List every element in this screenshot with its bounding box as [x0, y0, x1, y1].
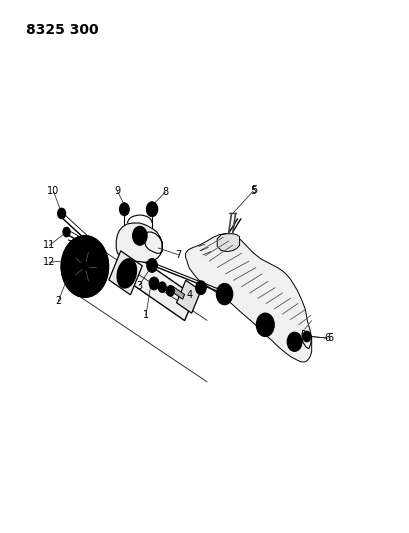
- Circle shape: [61, 236, 108, 297]
- Circle shape: [73, 252, 96, 281]
- Circle shape: [135, 230, 144, 241]
- Circle shape: [198, 284, 203, 292]
- Text: 12: 12: [43, 257, 56, 267]
- Text: 6: 6: [326, 333, 333, 343]
- Polygon shape: [121, 253, 194, 321]
- Polygon shape: [109, 251, 142, 295]
- Circle shape: [57, 208, 65, 219]
- Circle shape: [303, 333, 308, 340]
- Text: 9: 9: [114, 186, 120, 196]
- Circle shape: [63, 227, 70, 237]
- Polygon shape: [185, 233, 311, 362]
- Circle shape: [256, 313, 274, 336]
- Text: 5: 5: [251, 184, 257, 195]
- Text: 6: 6: [323, 333, 329, 343]
- Circle shape: [83, 264, 86, 269]
- Polygon shape: [116, 223, 162, 262]
- Circle shape: [195, 281, 206, 295]
- Ellipse shape: [117, 259, 136, 288]
- Circle shape: [219, 288, 229, 301]
- Text: 1: 1: [143, 310, 148, 320]
- Circle shape: [290, 336, 298, 347]
- Circle shape: [302, 331, 310, 342]
- Ellipse shape: [120, 263, 133, 284]
- Text: 2: 2: [55, 296, 61, 306]
- Text: 4: 4: [186, 289, 192, 300]
- Circle shape: [121, 206, 126, 213]
- Circle shape: [146, 202, 157, 216]
- Polygon shape: [176, 280, 200, 313]
- Polygon shape: [170, 286, 184, 299]
- Text: 8325 300: 8325 300: [26, 22, 98, 37]
- Circle shape: [119, 203, 129, 216]
- Text: 8: 8: [162, 187, 168, 197]
- Circle shape: [166, 286, 174, 296]
- Circle shape: [77, 257, 92, 276]
- Circle shape: [81, 262, 88, 271]
- Text: 3: 3: [136, 280, 142, 290]
- Circle shape: [149, 277, 159, 290]
- Ellipse shape: [124, 269, 129, 277]
- Circle shape: [146, 259, 157, 272]
- Circle shape: [80, 263, 84, 268]
- Circle shape: [216, 284, 232, 305]
- Circle shape: [132, 226, 147, 245]
- Text: 7: 7: [175, 250, 181, 260]
- Text: 11: 11: [43, 240, 56, 251]
- Circle shape: [148, 205, 155, 214]
- Circle shape: [74, 255, 90, 276]
- Text: 5: 5: [249, 186, 256, 196]
- Text: 10: 10: [47, 186, 59, 196]
- Polygon shape: [217, 233, 239, 252]
- Circle shape: [158, 282, 166, 293]
- Circle shape: [77, 259, 87, 272]
- Circle shape: [260, 318, 270, 331]
- Circle shape: [287, 332, 301, 351]
